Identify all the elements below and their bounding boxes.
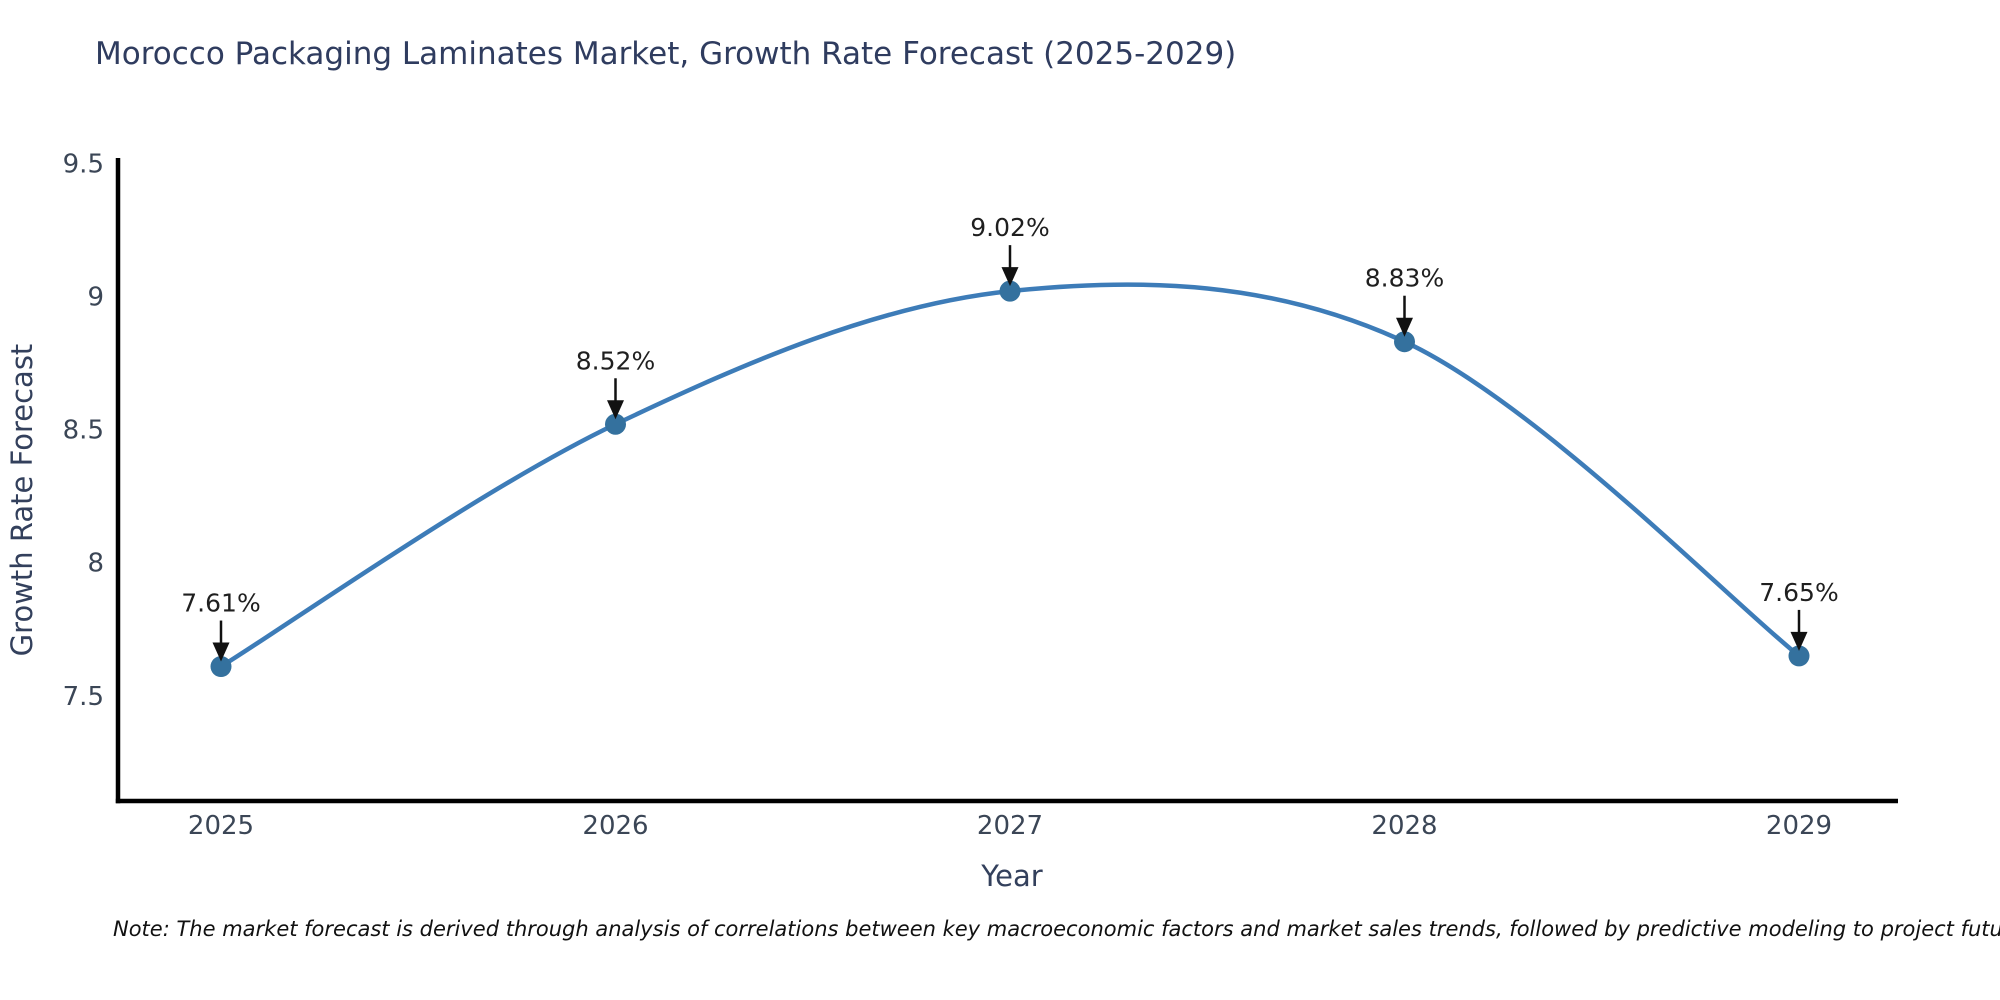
chart-title: Morocco Packaging Laminates Market, Grow… bbox=[95, 36, 1237, 72]
plot-area: 7.5 8 8.5 9 9.5 2025 2026 2027 2028 2029 7.61% 8.52… bbox=[63, 149, 1898, 841]
y-tick-label: 8.5 bbox=[63, 416, 104, 446]
y-tick-label: 7.5 bbox=[63, 682, 104, 712]
down-arrow-icon bbox=[1396, 317, 1413, 337]
x-tick-label: 2026 bbox=[582, 811, 648, 841]
y-tick-label: 9.5 bbox=[63, 149, 104, 179]
data-point-value-label: 9.02% bbox=[970, 213, 1049, 242]
y-tick-label: 8 bbox=[87, 549, 104, 579]
down-arrow-icon bbox=[607, 400, 624, 420]
methodology-note: Note: The market forecast is derived thr… bbox=[113, 917, 2000, 941]
trend-line bbox=[218, 282, 1802, 669]
x-tick-label: 2027 bbox=[977, 811, 1043, 841]
data-point-marker bbox=[605, 413, 626, 435]
data-point-value-label: 8.83% bbox=[1365, 264, 1444, 293]
data-point-marker bbox=[210, 656, 232, 678]
data-point-value-label: 7.61% bbox=[181, 589, 260, 618]
down-arrow-icon bbox=[212, 642, 230, 662]
data-point-value-label: 8.52% bbox=[576, 346, 655, 375]
x-tick-label: 2028 bbox=[1371, 811, 1437, 841]
data-point-marker bbox=[1394, 331, 1415, 353]
y-axis-title: Growth Rate Forecast bbox=[5, 344, 39, 657]
data-point-marker bbox=[999, 280, 1021, 302]
down-arrow-icon bbox=[1790, 631, 1808, 651]
y-tick-label: 9 bbox=[87, 282, 104, 312]
data-point-marker bbox=[1788, 645, 1810, 667]
down-arrow-icon bbox=[1001, 267, 1019, 287]
x-axis-title: Year bbox=[980, 859, 1042, 893]
data-point-value-label: 7.65% bbox=[1759, 578, 1838, 607]
x-tick-label: 2029 bbox=[1766, 811, 1832, 841]
x-tick-label: 2025 bbox=[188, 811, 254, 841]
